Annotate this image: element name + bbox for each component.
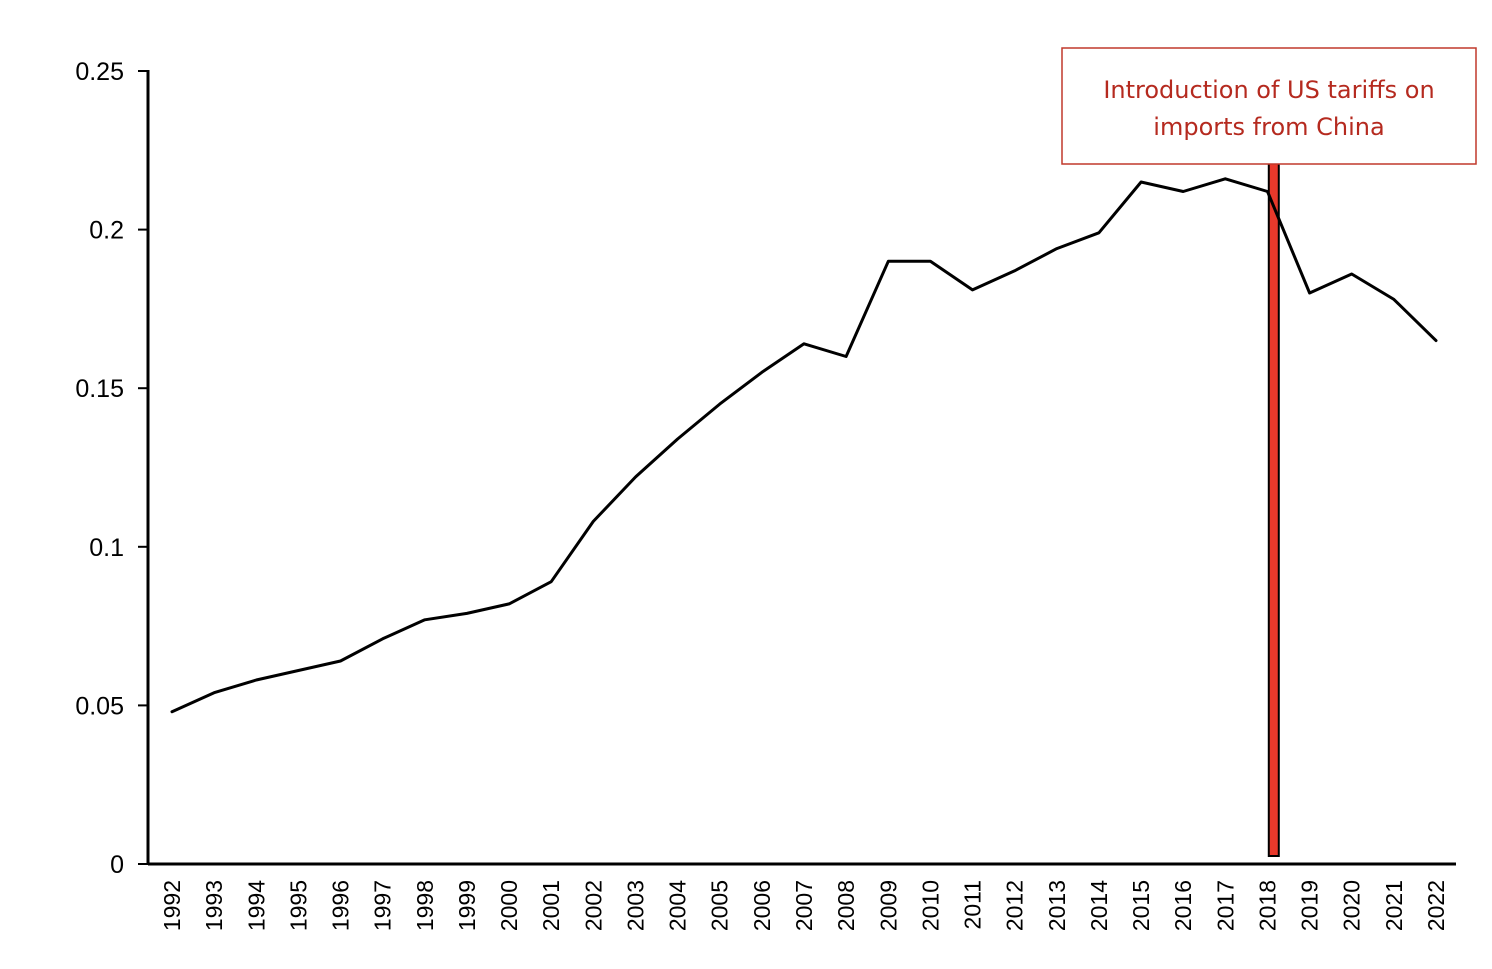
annotation-text-line1: Introduction of US tariffs on — [1103, 76, 1434, 104]
x-tick-label: 2011 — [960, 880, 986, 929]
x-tick-label: 1997 — [370, 880, 396, 931]
y-ticks: 0 0.05 0.1 0.15 0.2 0.25 — [75, 58, 148, 879]
annotation-layer: Introduction of US tariffs on imports fr… — [1061, 47, 1477, 165]
x-tick-label: 1994 — [243, 880, 269, 931]
tariff-marker-layer — [1267, 159, 1280, 857]
x-tick-label: 2019 — [1297, 880, 1323, 931]
y-tick-label: 0.25 — [75, 58, 124, 86]
x-tick-label: 2003 — [622, 880, 648, 931]
x-ticks: 1992 1993 1994 1995 1996 1997 1998 1999 2000 2001… — [159, 880, 1449, 931]
y-tick-label: 0 — [110, 851, 124, 879]
tariff-marker-bar — [1267, 159, 1280, 857]
x-tick-label: 1995 — [285, 880, 311, 931]
x-tick-label: 2012 — [1002, 880, 1028, 931]
x-tick-label: 1996 — [328, 880, 354, 931]
x-tick-label: 2010 — [917, 880, 943, 931]
x-tick-label: 2014 — [1086, 880, 1112, 931]
x-tick-label: 2001 — [538, 880, 564, 931]
x-tick-label: 2021 — [1381, 880, 1407, 931]
axes-layer — [146, 70, 1456, 866]
x-tick-label: 2018 — [1254, 880, 1280, 931]
x-tick-label: 2017 — [1212, 880, 1238, 931]
y-tick-label: 0.2 — [89, 217, 124, 245]
x-tick-label: 1993 — [201, 880, 227, 931]
x-tick-label: 2008 — [833, 880, 859, 931]
annotation-box — [1061, 47, 1477, 165]
x-tick-label: 2007 — [791, 880, 817, 931]
y-tick-label: 0.15 — [75, 375, 124, 403]
series-line — [170, 177, 1438, 714]
x-tick-label: 2020 — [1339, 880, 1365, 931]
x-tick-label: 2005 — [707, 880, 733, 931]
annotation-text-line2: imports from China — [1153, 113, 1384, 141]
x-tick-label: 2013 — [1044, 880, 1070, 931]
x-tick-label: 1999 — [454, 880, 480, 931]
x-tick-label: 2009 — [875, 880, 901, 931]
y-tick-label: 0.05 — [75, 692, 124, 720]
x-tick-label: 2006 — [749, 880, 775, 931]
x-tick-label: 2000 — [496, 880, 522, 931]
x-tick-label: 2002 — [580, 880, 606, 931]
x-tick-label: 2016 — [1170, 880, 1196, 931]
series-layer — [170, 177, 1438, 714]
x-tick-label: 2022 — [1423, 880, 1449, 931]
x-tick-label: 2004 — [665, 880, 691, 931]
x-tick-label: 1992 — [159, 880, 185, 931]
x-tick-label: 2015 — [1128, 880, 1154, 931]
x-tick-label: 1998 — [412, 880, 438, 931]
y-tick-label: 0.1 — [89, 534, 124, 562]
